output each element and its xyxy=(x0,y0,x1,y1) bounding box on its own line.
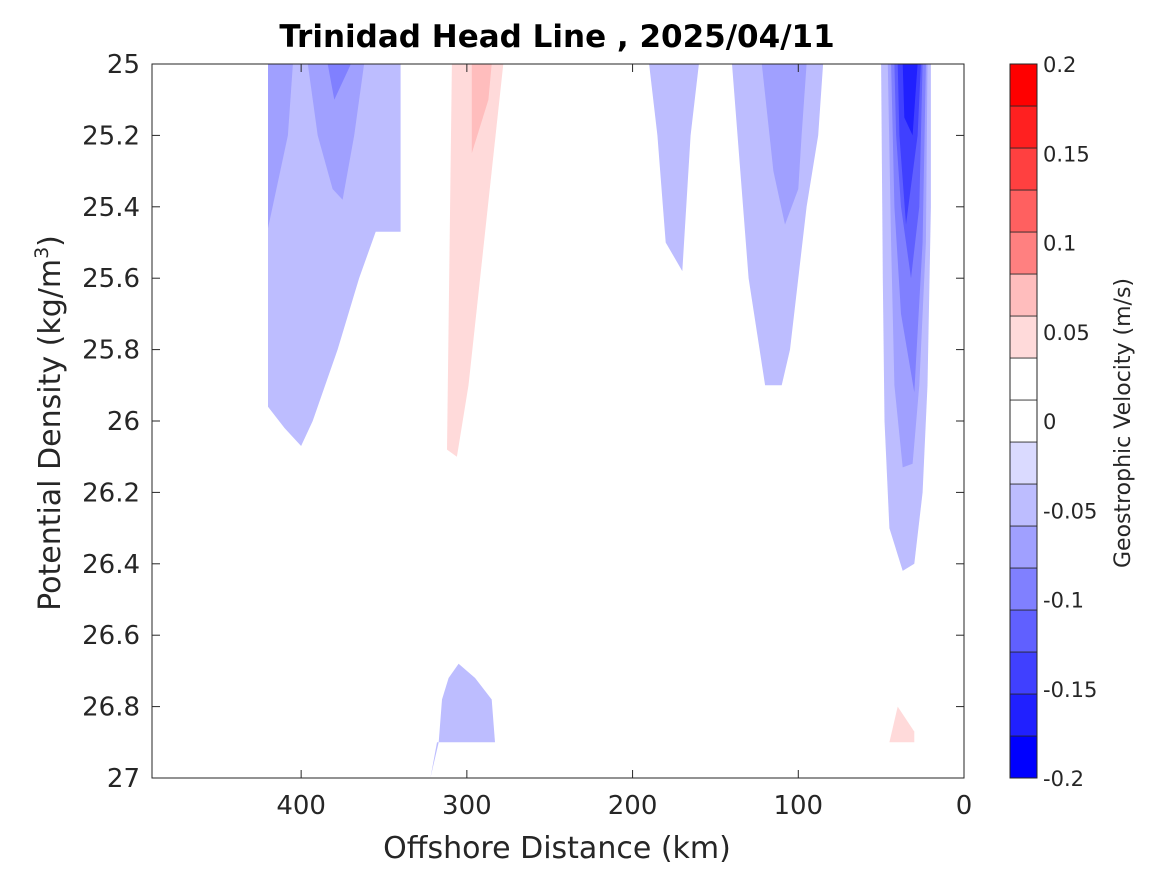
colorbar-swatch xyxy=(1009,357,1038,401)
colorbar-tick-label: 0.1 xyxy=(1043,232,1076,256)
colorbar: 0.2 0.15 0.1 0.05 0 -0.05 -0.1 -0.15 -0.2 xyxy=(1009,53,1097,791)
x-axis: 400 300 200 100 0 xyxy=(276,64,972,821)
colorbar-tick-label: -0.2 xyxy=(1043,767,1084,791)
y-tick-label: 25.2 xyxy=(82,121,140,151)
contour-region xyxy=(430,663,495,778)
contour-region xyxy=(447,64,504,457)
x-tick-label: 100 xyxy=(773,791,823,821)
contour-region xyxy=(268,64,293,229)
contour-region xyxy=(268,660,376,778)
contour-region xyxy=(778,731,789,743)
x-axis-label: Offshore Distance (km) xyxy=(383,831,731,866)
contour-region xyxy=(844,64,862,172)
colorbar-swatch xyxy=(1009,63,1038,107)
contour-region xyxy=(889,706,915,743)
y-axis: 25 25.2 25.4 25.6 25.8 26 26.2 26.4 26.6 26.8 27 xyxy=(82,50,964,794)
colorbar-tick-label: 0 xyxy=(1043,410,1056,434)
y-axis-label-main: Potential Density (kg/m xyxy=(33,259,68,611)
colorbar-swatch xyxy=(1009,147,1038,191)
colorbar-swatch xyxy=(1009,231,1038,275)
contour-region xyxy=(649,64,699,272)
y-tick-label: 25.6 xyxy=(82,264,140,294)
contour-region xyxy=(876,656,926,743)
colorbar-swatch xyxy=(1009,105,1038,149)
colorbar-swatch xyxy=(1009,567,1038,611)
y-axis-label-superscript: 3 xyxy=(31,247,53,259)
colorbar-swatch xyxy=(1009,315,1038,359)
plot-area xyxy=(152,64,964,778)
colorbar-swatch xyxy=(1009,651,1038,695)
contour-region xyxy=(268,660,467,778)
y-tick-label: 26.2 xyxy=(82,478,140,508)
colorbar-tick-label: -0.15 xyxy=(1043,678,1097,702)
colorbar-swatch xyxy=(1009,441,1038,485)
x-tick-label: 300 xyxy=(442,791,492,821)
contour-region xyxy=(471,64,492,154)
colorbar-swatch xyxy=(1009,735,1038,779)
contour-region xyxy=(897,64,921,225)
colorbar-tick-label: 0.05 xyxy=(1043,321,1090,345)
contour-region xyxy=(327,64,351,100)
x-tick-label: 0 xyxy=(956,791,973,821)
y-tick-label: 26.6 xyxy=(82,621,140,651)
contour-regions xyxy=(268,64,931,778)
colorbar-label: Geostrophic Velocity (m/s) xyxy=(1111,278,1136,568)
colorbar-swatch xyxy=(1009,525,1038,569)
y-tick-label: 25.8 xyxy=(82,336,140,366)
chart-title: Trinidad Head Line , 2025/04/11 xyxy=(279,19,834,55)
colorbar-swatch xyxy=(1009,273,1038,317)
colorbar-tick-label: -0.05 xyxy=(1043,499,1097,523)
colorbar-tick-label: 0.15 xyxy=(1043,142,1090,166)
y-axis-label: Potential Density (kg/m3) xyxy=(31,235,68,611)
y-tick-label: 26.4 xyxy=(82,550,140,580)
contour-region xyxy=(307,64,365,200)
colorbar-swatch xyxy=(1009,189,1038,233)
y-tick-label: 25.4 xyxy=(82,193,140,223)
contour-region xyxy=(902,64,918,136)
y-axis-label-suffix: ) xyxy=(33,235,68,247)
y-tick-label: 26.8 xyxy=(82,693,140,723)
y-tick-label: 26 xyxy=(107,407,140,437)
x-tick-label: 400 xyxy=(276,791,326,821)
y-tick-label: 25 xyxy=(107,50,140,80)
colorbar-frame xyxy=(1009,63,1038,779)
contour-region xyxy=(268,64,401,446)
colorbar-swatch xyxy=(1009,399,1038,443)
x-tick-label: 200 xyxy=(608,791,658,821)
colorbar-swatch xyxy=(1009,609,1038,653)
colorbar-swatch xyxy=(1009,693,1038,737)
colorbar-swatch xyxy=(1009,483,1038,527)
y-tick-label: 27 xyxy=(107,764,140,794)
colorbar-tick-label: -0.1 xyxy=(1043,589,1084,613)
contour-region xyxy=(761,64,807,225)
colorbar-tick-label: 0.2 xyxy=(1043,53,1076,77)
